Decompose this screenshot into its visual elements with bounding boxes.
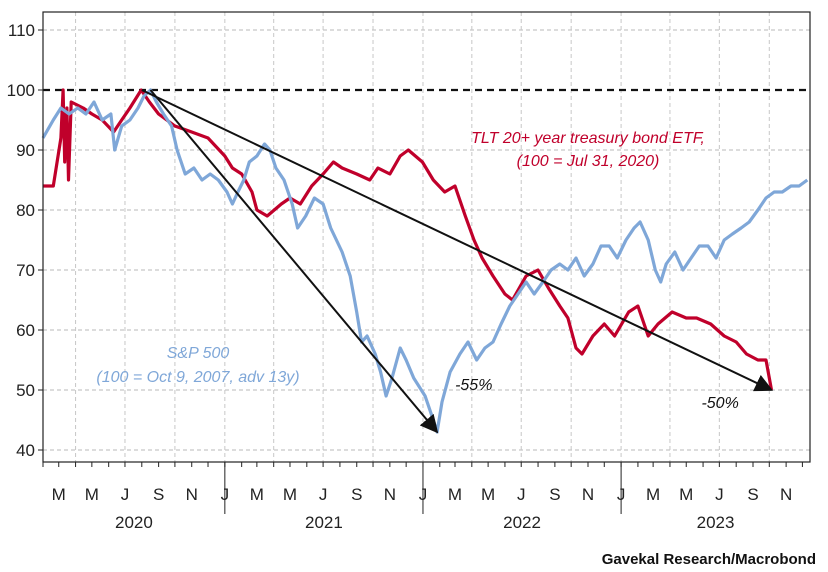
x-month-label: N <box>780 485 792 504</box>
trend-arrow <box>141 89 774 392</box>
x-month-label: J <box>319 485 328 504</box>
trend-arrow <box>149 89 439 434</box>
x-year-label: 2020 <box>115 513 153 532</box>
y-tick-label: 110 <box>8 21 35 40</box>
x-month-label: M <box>85 485 99 504</box>
sp500-series-label: S&P 500 <box>167 345 230 362</box>
x-year-label: 2021 <box>305 513 343 532</box>
y-tick-label: 100 <box>7 81 35 100</box>
y-tick-label: 40 <box>16 441 35 460</box>
drawdown-label-tlt: -50% <box>701 395 738 412</box>
x-month-label: J <box>715 485 724 504</box>
plot-frame <box>42 11 811 463</box>
x-month-label: M <box>250 485 264 504</box>
y-tick-label: 80 <box>16 201 35 220</box>
sp500-series-label-line2: (100 = Oct 9, 2007, adv 13y) <box>96 369 299 386</box>
x-month-label: S <box>351 485 362 504</box>
x-year-label: 2023 <box>697 513 735 532</box>
sp500-series-line <box>41 88 809 434</box>
x-month-label: M <box>52 485 66 504</box>
x-month-label: J <box>517 485 526 504</box>
x-year-label: 2022 <box>503 513 541 532</box>
x-month-label: M <box>448 485 462 504</box>
x-month-label: N <box>582 485 594 504</box>
x-month-label: S <box>153 485 164 504</box>
tlt-series-line <box>43 88 774 391</box>
x-month-label: M <box>646 485 660 504</box>
x-month-label: S <box>549 485 560 504</box>
y-tick-label: 90 <box>16 141 35 160</box>
source-credit: Gavekal Research/Macrobond <box>601 551 816 568</box>
y-tick-label: 70 <box>16 261 35 280</box>
x-month-label: M <box>481 485 495 504</box>
x-month-label: M <box>283 485 297 504</box>
y-tick-label: 60 <box>16 321 35 340</box>
x-month-label: S <box>747 485 758 504</box>
drawdown-label-sp500: -55% <box>455 377 492 394</box>
tlt-series-label: TLT 20+ year treasury bond ETF, <box>471 130 705 147</box>
y-tick-label: 50 <box>16 381 35 400</box>
x-month-label: N <box>186 485 198 504</box>
tlt-series-label-line2: (100 = Jul 31, 2020) <box>517 153 660 170</box>
x-month-label: N <box>384 485 396 504</box>
x-month-label: M <box>679 485 693 504</box>
x-month-label: J <box>121 485 130 504</box>
